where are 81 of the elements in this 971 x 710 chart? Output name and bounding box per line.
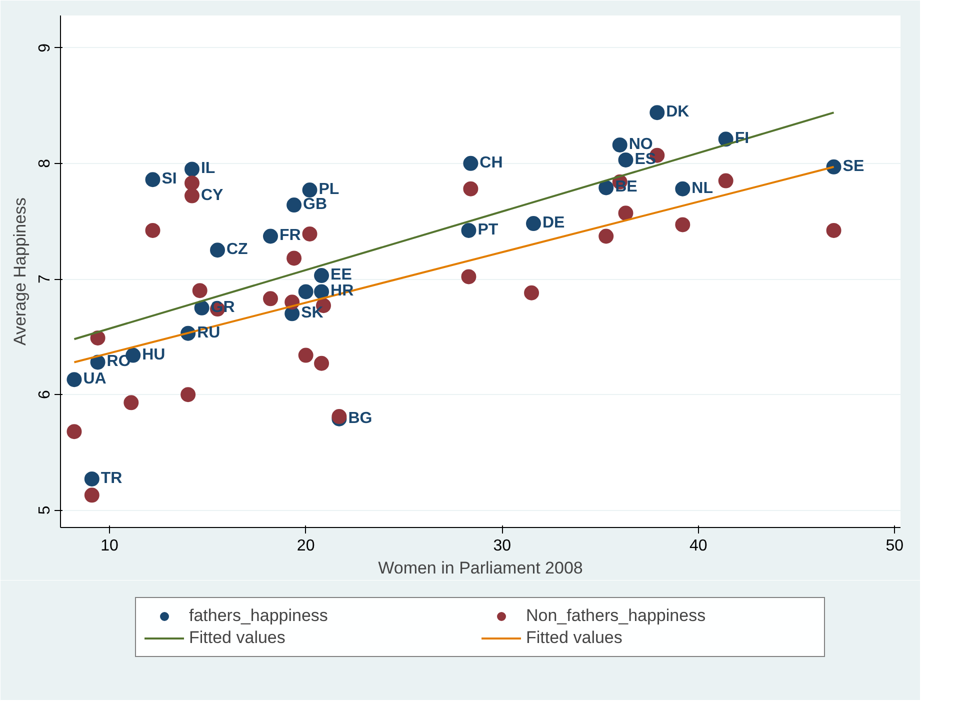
annotation: DK — [666, 104, 690, 121]
y-tick-label: 7 — [36, 274, 54, 284]
point — [263, 291, 278, 306]
point — [718, 173, 734, 188]
point — [184, 176, 200, 191]
y-tick-label: 6 — [36, 390, 54, 400]
annotation: DE — [542, 214, 566, 232]
legend-label: Fitted values — [526, 628, 624, 648]
point — [463, 181, 478, 196]
point — [826, 159, 842, 174]
annotation: BG — [348, 410, 372, 427]
point — [463, 156, 478, 171]
point — [675, 181, 690, 196]
annotation: HU — [142, 346, 166, 364]
point — [650, 105, 665, 120]
point — [298, 348, 314, 363]
point — [184, 188, 200, 204]
y-tick-label: 8 — [36, 158, 54, 168]
annotation: EE — [330, 266, 352, 284]
point — [184, 162, 200, 177]
annotation: RU — [197, 324, 220, 342]
legend-label: Fitted values — [189, 628, 286, 648]
annotation: NL — [692, 180, 714, 197]
point — [145, 222, 160, 238]
point — [66, 372, 82, 388]
point — [84, 488, 100, 503]
point — [314, 284, 330, 300]
annotation: ES — [634, 150, 656, 168]
annotation: SI — [162, 170, 177, 188]
point — [192, 283, 208, 298]
point — [298, 284, 314, 300]
point — [145, 172, 160, 188]
annotation: SK — [301, 304, 324, 322]
annotation: SE — [842, 158, 864, 175]
point — [598, 180, 614, 196]
annotation: NO — [628, 136, 653, 153]
annotation: BE — [615, 178, 638, 196]
point — [612, 137, 628, 152]
point — [461, 222, 476, 238]
annotation: CY — [200, 186, 224, 204]
point — [314, 356, 330, 371]
x-tick-label: 20 — [296, 538, 315, 554]
point — [618, 152, 634, 168]
point — [84, 471, 100, 486]
annotation: CH — [480, 154, 503, 172]
y-axis-title: Average Happiness — [10, 197, 30, 346]
point — [210, 242, 226, 258]
point — [524, 285, 540, 300]
x-tick-label: 50 — [886, 538, 904, 554]
point — [263, 228, 278, 244]
point — [618, 206, 634, 221]
x-axis-title: Women in Parliament 2008 — [378, 558, 583, 578]
point — [286, 250, 302, 266]
annotation: PT — [478, 221, 498, 238]
point — [675, 217, 690, 232]
point — [124, 395, 139, 410]
annotation: FR — [280, 227, 302, 244]
y-tick-label: 5 — [36, 506, 54, 515]
point — [826, 222, 842, 238]
point — [526, 216, 541, 232]
point — [461, 269, 476, 284]
point — [180, 387, 196, 402]
legend-label: fathers_happiness — [189, 606, 329, 626]
annotation: GB — [303, 196, 328, 214]
point — [286, 198, 302, 213]
x-tick-label: 40 — [689, 538, 708, 554]
point — [314, 268, 330, 284]
x-tick-label: 10 — [100, 538, 119, 554]
point — [302, 182, 318, 198]
x-tick-label: 30 — [493, 538, 512, 554]
y-tick-label: 9 — [36, 43, 54, 52]
legend-label: Non_fathers_happiness — [526, 606, 707, 626]
point — [302, 226, 318, 242]
annotation: IL — [200, 160, 216, 178]
point — [598, 228, 614, 244]
annotation: UA — [83, 370, 107, 388]
annotation: TR — [100, 470, 123, 487]
annotation: CZ — [226, 241, 248, 258]
point — [194, 300, 210, 316]
point — [66, 424, 82, 440]
annotation: PL — [318, 181, 340, 198]
